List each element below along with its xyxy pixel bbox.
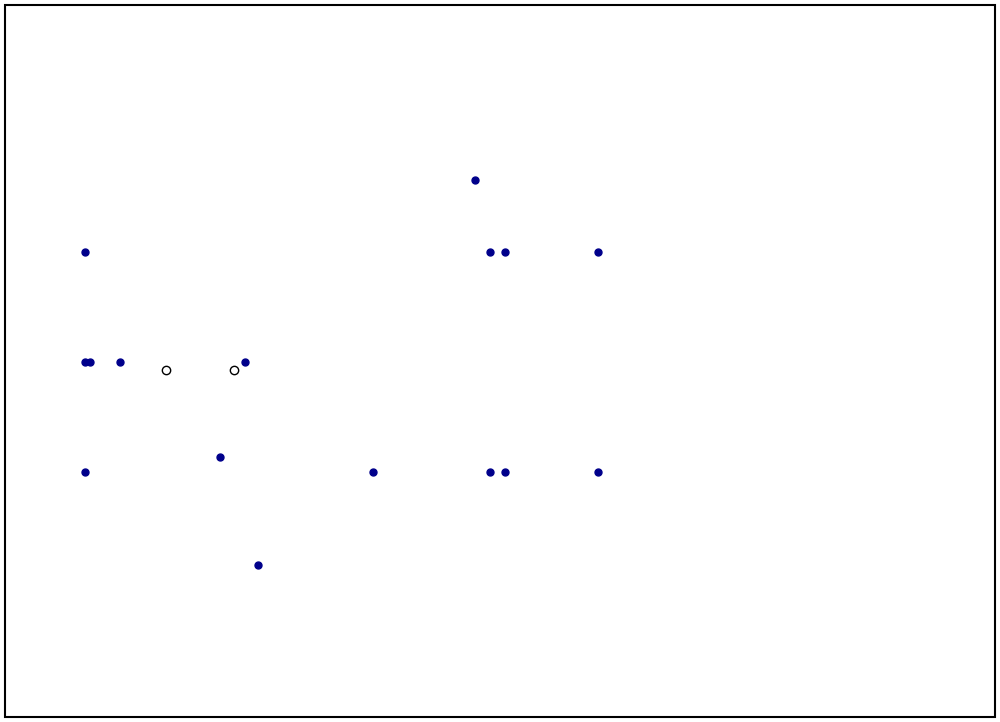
Text: RY1: RY1 xyxy=(190,357,210,367)
Text: MCU: MCU xyxy=(476,555,504,568)
Text: W: W xyxy=(780,349,792,362)
Text: N: N xyxy=(29,245,39,258)
Text: WN: WN xyxy=(531,640,548,650)
Bar xyxy=(155,347,245,377)
Text: 30: 30 xyxy=(530,453,549,468)
Text: R3: R3 xyxy=(138,285,153,295)
Text: Q1: Q1 xyxy=(132,530,148,540)
Bar xyxy=(165,332,215,348)
Text: R1: R1 xyxy=(183,327,197,337)
Text: P1: P1 xyxy=(442,507,456,517)
Text: 5V: 5V xyxy=(761,97,776,107)
Text: L: L xyxy=(411,227,419,241)
Text: 5V: 5V xyxy=(460,430,475,440)
Text: VN: VN xyxy=(534,615,548,625)
Text: 20: 20 xyxy=(310,202,330,217)
Text: IC2: IC2 xyxy=(612,313,639,331)
Bar xyxy=(155,380,245,418)
Text: 3: 3 xyxy=(283,255,289,265)
Text: L: L xyxy=(30,355,38,368)
Text: UP: UP xyxy=(535,515,548,525)
Bar xyxy=(18,348,50,376)
Text: P2: P2 xyxy=(442,640,456,650)
Text: 12V: 12V xyxy=(148,389,170,399)
Text: E1: E1 xyxy=(515,355,531,368)
Text: GND: GND xyxy=(745,165,771,175)
Text: WP: WP xyxy=(532,565,548,575)
Bar xyxy=(248,586,268,624)
Bar xyxy=(790,270,900,390)
Bar xyxy=(598,32,733,180)
Text: 开关电源: 开关电源 xyxy=(650,100,680,113)
Text: ACV+: ACV+ xyxy=(297,255,325,265)
Text: 2: 2 xyxy=(283,359,289,369)
Text: 4: 4 xyxy=(378,255,384,265)
Text: IPM驱动: IPM驱动 xyxy=(595,517,628,527)
Text: 10: 10 xyxy=(138,199,158,214)
Text: 3: 3 xyxy=(160,373,166,383)
Bar xyxy=(505,215,745,470)
Text: +: + xyxy=(457,253,468,266)
Text: ACV-: ACV- xyxy=(297,359,320,369)
Text: IPM模块: IPM模块 xyxy=(604,350,646,364)
Text: 压缩机: 压缩机 xyxy=(834,323,856,336)
Bar xyxy=(295,247,373,377)
Bar xyxy=(430,490,550,665)
Text: R2: R2 xyxy=(276,600,291,610)
Text: 1: 1 xyxy=(378,359,384,369)
Bar xyxy=(490,200,950,510)
Bar xyxy=(70,240,240,374)
Text: BR1: BR1 xyxy=(321,383,347,396)
Bar xyxy=(76,272,94,308)
Text: VP: VP xyxy=(535,540,548,550)
Polygon shape xyxy=(172,443,200,471)
Text: V: V xyxy=(780,318,788,331)
Text: 2: 2 xyxy=(231,387,237,397)
Text: 12V: 12V xyxy=(761,57,783,67)
Text: IC1: IC1 xyxy=(480,586,500,599)
Text: UN: UN xyxy=(534,590,548,600)
Text: GND: GND xyxy=(245,660,271,670)
Text: 1: 1 xyxy=(163,387,169,397)
Text: U: U xyxy=(780,289,789,302)
Text: R2: R2 xyxy=(102,285,117,295)
Bar xyxy=(111,272,129,308)
Text: 4: 4 xyxy=(234,373,240,383)
Text: D8: D8 xyxy=(182,470,198,480)
Text: 40: 40 xyxy=(850,160,870,175)
Text: 动信号: 动信号 xyxy=(595,537,615,547)
Polygon shape xyxy=(314,289,354,325)
Bar xyxy=(18,238,50,266)
